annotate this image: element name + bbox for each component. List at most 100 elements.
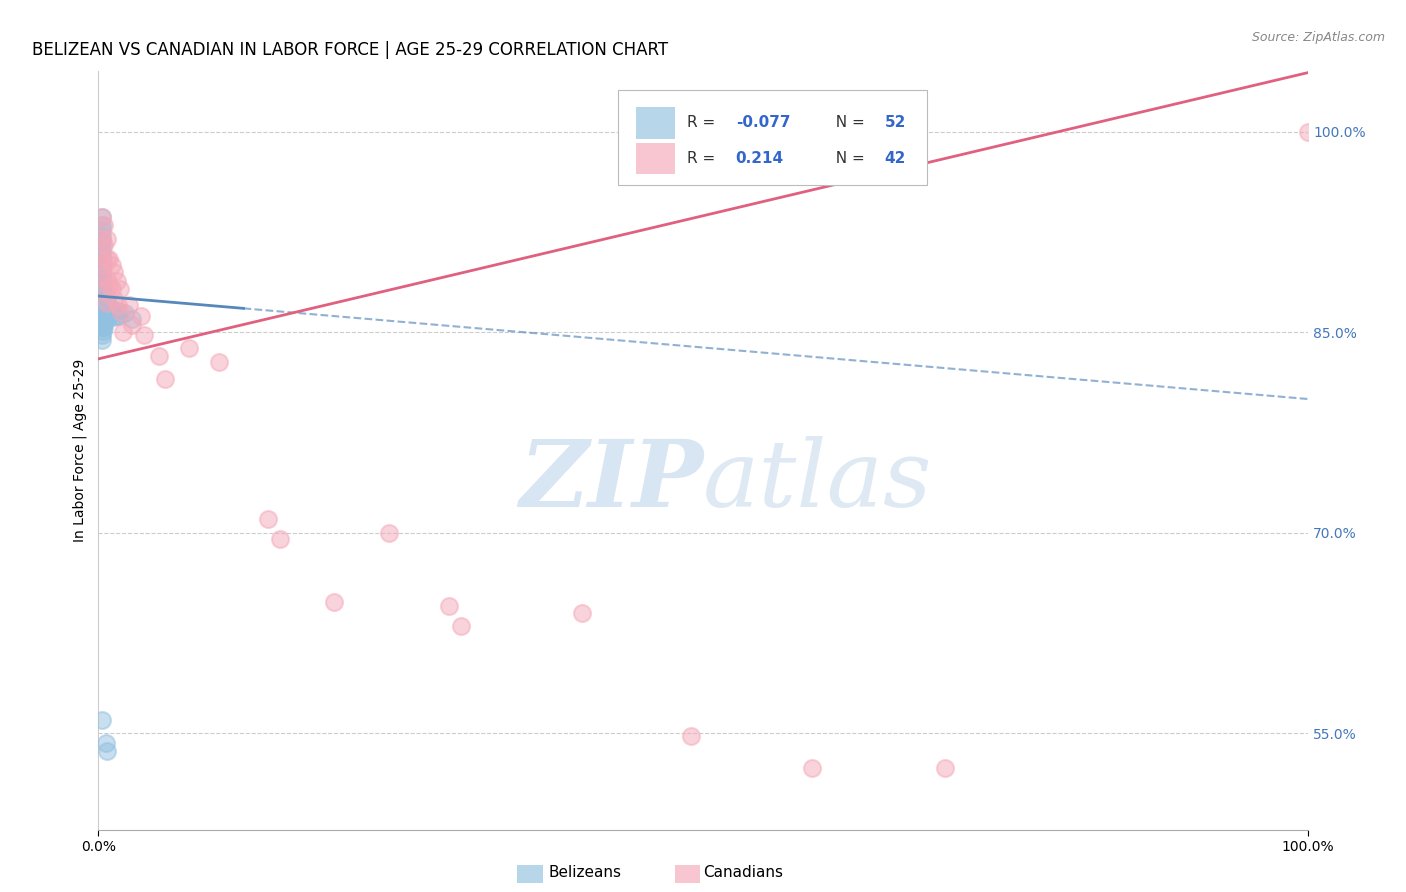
Text: 0.214: 0.214 — [735, 151, 783, 166]
Point — [105, 274, 128, 288]
Point — [93, 314, 115, 328]
Point — [93, 238, 115, 252]
Text: atlas: atlas — [703, 436, 932, 525]
Point — [93, 285, 115, 299]
Point — [179, 341, 201, 355]
Point — [91, 287, 114, 301]
Point — [91, 266, 114, 280]
Point — [96, 744, 118, 758]
Point — [256, 512, 278, 526]
Point — [91, 292, 114, 306]
Point — [110, 305, 132, 319]
Point — [91, 250, 114, 264]
Point — [377, 525, 399, 540]
Point — [91, 210, 114, 224]
Point — [679, 729, 702, 743]
Point — [96, 295, 118, 310]
Text: Source: ZipAtlas.com: Source: ZipAtlas.com — [1251, 31, 1385, 45]
Bar — [637, 107, 675, 139]
Point — [100, 258, 122, 272]
FancyBboxPatch shape — [619, 90, 927, 186]
Point — [800, 761, 823, 775]
Point — [100, 306, 122, 320]
Text: -0.077: -0.077 — [735, 115, 790, 130]
Point — [450, 619, 472, 633]
Point — [107, 298, 129, 312]
Point — [91, 333, 114, 347]
Point — [91, 271, 114, 285]
Point — [96, 295, 118, 310]
Point — [101, 310, 124, 325]
Point — [93, 303, 115, 318]
Point — [93, 309, 115, 323]
Point — [208, 354, 231, 368]
Text: R =: R = — [688, 151, 725, 166]
Point — [571, 606, 593, 620]
Point — [91, 308, 114, 322]
Point — [103, 292, 125, 306]
Point — [93, 218, 115, 232]
Bar — [637, 143, 675, 175]
Point — [121, 318, 143, 333]
Point — [91, 303, 114, 318]
Point — [91, 279, 114, 293]
Point — [94, 736, 117, 750]
Point — [91, 316, 114, 330]
Point — [111, 325, 134, 339]
Point — [96, 231, 118, 245]
Point — [93, 258, 115, 272]
Point — [91, 295, 114, 310]
Point — [93, 319, 115, 334]
Point — [104, 303, 127, 318]
Point — [107, 303, 129, 318]
Point — [96, 301, 118, 315]
Point — [103, 265, 125, 279]
Point — [96, 290, 118, 304]
Point — [91, 210, 114, 224]
Point — [91, 255, 114, 269]
Point — [108, 309, 131, 323]
Point — [91, 231, 114, 245]
Point — [129, 309, 152, 323]
Point — [437, 599, 460, 614]
Point — [91, 260, 114, 275]
Point — [105, 309, 128, 323]
Point — [118, 298, 141, 312]
Point — [91, 228, 114, 243]
Point — [98, 252, 121, 266]
Point — [100, 282, 122, 296]
Bar — [675, 865, 700, 883]
Point — [91, 250, 114, 264]
Point — [91, 327, 114, 342]
Point — [93, 298, 115, 312]
Point — [91, 268, 114, 283]
Point — [97, 303, 120, 318]
Point — [91, 713, 114, 727]
Point — [108, 282, 131, 296]
Point — [91, 234, 114, 248]
Point — [91, 300, 114, 314]
Point — [91, 239, 114, 253]
Bar — [517, 865, 543, 883]
Point — [96, 271, 118, 285]
Point — [134, 327, 156, 342]
Text: BELIZEAN VS CANADIAN IN LABOR FORCE | AGE 25-29 CORRELATION CHART: BELIZEAN VS CANADIAN IN LABOR FORCE | AG… — [32, 41, 668, 59]
Point — [153, 372, 176, 386]
Text: N =: N = — [827, 151, 870, 166]
Point — [96, 311, 118, 326]
Point — [91, 311, 114, 326]
Point — [91, 276, 114, 290]
Text: Canadians: Canadians — [703, 865, 783, 880]
Text: 52: 52 — [884, 115, 905, 130]
Text: ZIP: ZIP — [519, 436, 703, 525]
Point — [91, 324, 114, 338]
Point — [91, 319, 114, 334]
Point — [91, 218, 114, 232]
Point — [91, 284, 114, 298]
Point — [269, 533, 291, 547]
Point — [148, 349, 170, 363]
Point — [100, 301, 122, 315]
Point — [934, 761, 956, 775]
Point — [96, 306, 118, 320]
Text: N =: N = — [827, 115, 870, 130]
